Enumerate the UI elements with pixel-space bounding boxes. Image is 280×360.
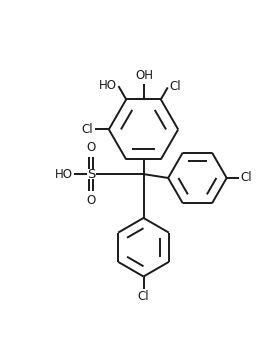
Text: Cl: Cl <box>169 80 181 93</box>
Text: Cl: Cl <box>82 123 94 136</box>
Text: OH: OH <box>135 69 153 82</box>
Text: HO: HO <box>99 79 117 92</box>
Text: Cl: Cl <box>138 291 149 303</box>
Text: O: O <box>87 194 96 207</box>
Text: HO: HO <box>55 168 73 181</box>
Text: O: O <box>87 141 96 154</box>
Text: S: S <box>87 168 95 181</box>
Text: Cl: Cl <box>241 171 252 184</box>
